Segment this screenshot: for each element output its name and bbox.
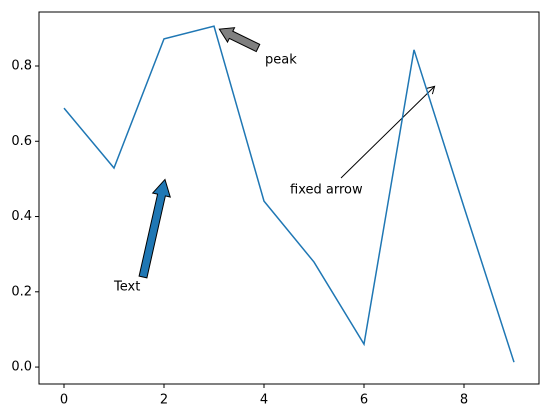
x-tick-label: 4 xyxy=(260,393,268,408)
x-tick-label: 2 xyxy=(160,393,168,408)
x-tick-label: 0 xyxy=(60,393,68,408)
annotation: peak xyxy=(265,53,297,68)
x-tick-label: 8 xyxy=(460,393,468,408)
annotation: fixed arrow xyxy=(290,183,363,198)
peak-arrow xyxy=(218,27,261,53)
fixed-arrow xyxy=(340,85,436,179)
annotation: Text xyxy=(113,280,140,295)
y-tick-label: 0.6 xyxy=(11,134,32,149)
y-tick-label: 0.4 xyxy=(11,209,32,224)
x-tick-label: 6 xyxy=(360,393,368,408)
line xyxy=(63,25,515,363)
y-tick-label: 0.2 xyxy=(11,284,32,299)
plot-frame xyxy=(38,11,540,385)
y-tick-label: 0.0 xyxy=(11,360,32,375)
text-arrow xyxy=(138,178,171,279)
y-tick-label: 0.8 xyxy=(11,59,32,74)
